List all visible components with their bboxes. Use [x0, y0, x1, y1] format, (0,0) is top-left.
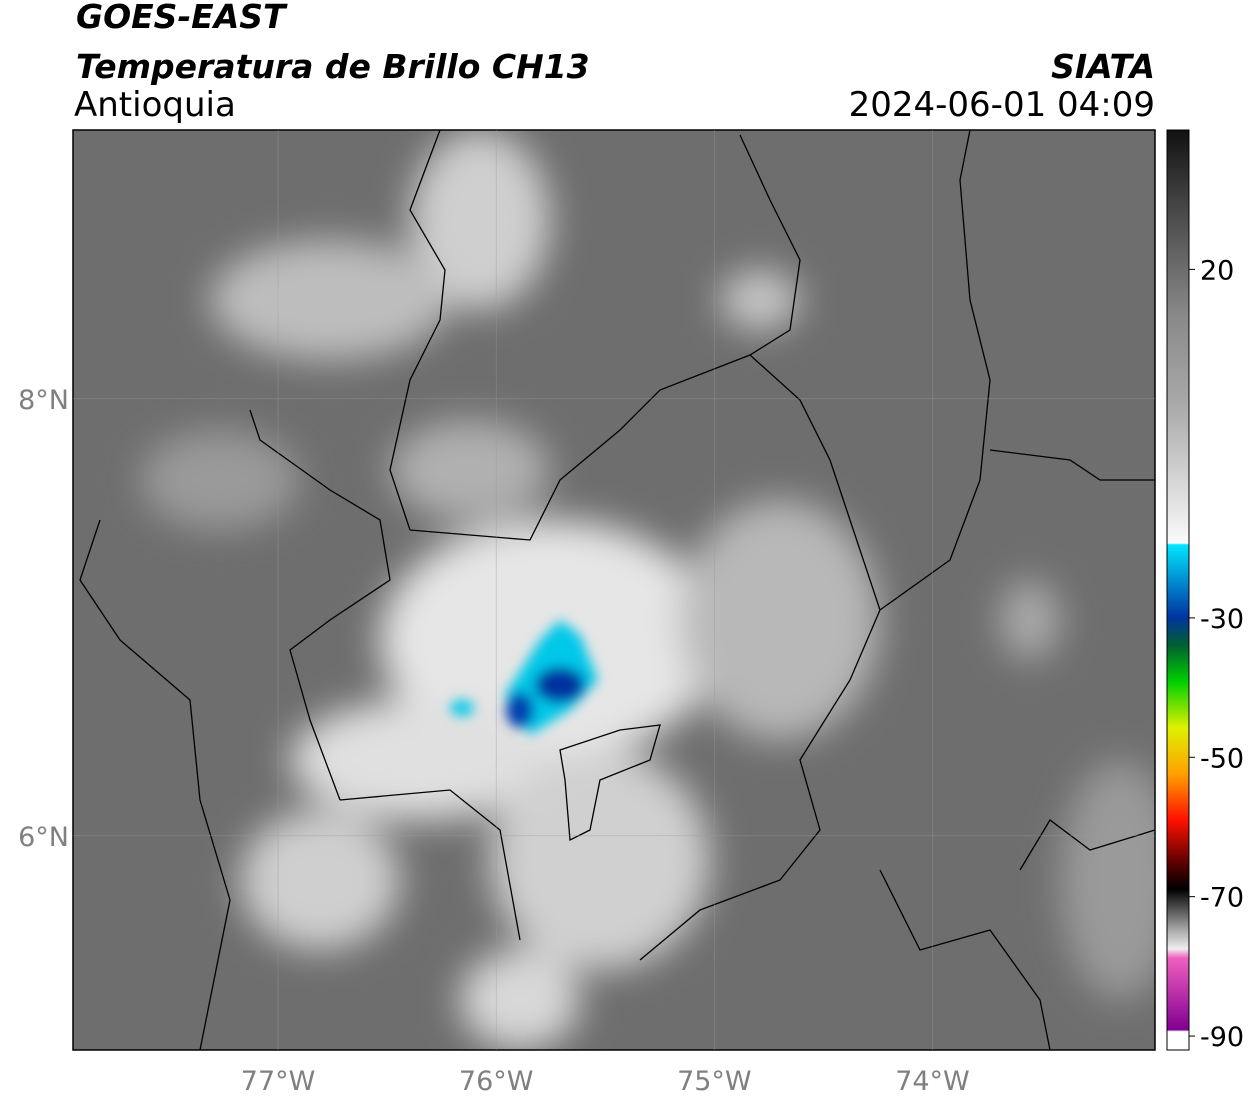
subtitle: Temperatura de Brillo CH13	[76, 47, 590, 86]
x-tick-label: 76°W	[459, 1066, 534, 1097]
map-frame	[72, 129, 1156, 1051]
map-image	[73, 130, 1155, 1050]
title: GOES-EAST	[76, 0, 288, 36]
source: SIATA	[1051, 47, 1155, 86]
colorbar-tick-label: -30	[1200, 604, 1244, 635]
x-tick-label: 77°W	[241, 1066, 316, 1097]
x-tick-label: 75°W	[677, 1066, 752, 1097]
colorbar-tick-label: -90	[1200, 1022, 1244, 1053]
datetime: 2024-06-01 04:09	[849, 85, 1155, 125]
y-tick-label: 8°N	[18, 385, 69, 416]
y-tick-label: 6°N	[18, 822, 69, 853]
colorbar-tick-label: -70	[1200, 883, 1244, 914]
region: Antioquia	[74, 85, 236, 125]
x-tick-label: 74°W	[895, 1066, 970, 1097]
colorbar	[1166, 129, 1190, 1051]
colorbar-tick-label: -50	[1200, 743, 1244, 774]
colorbar-tick-label: 20	[1200, 255, 1234, 286]
